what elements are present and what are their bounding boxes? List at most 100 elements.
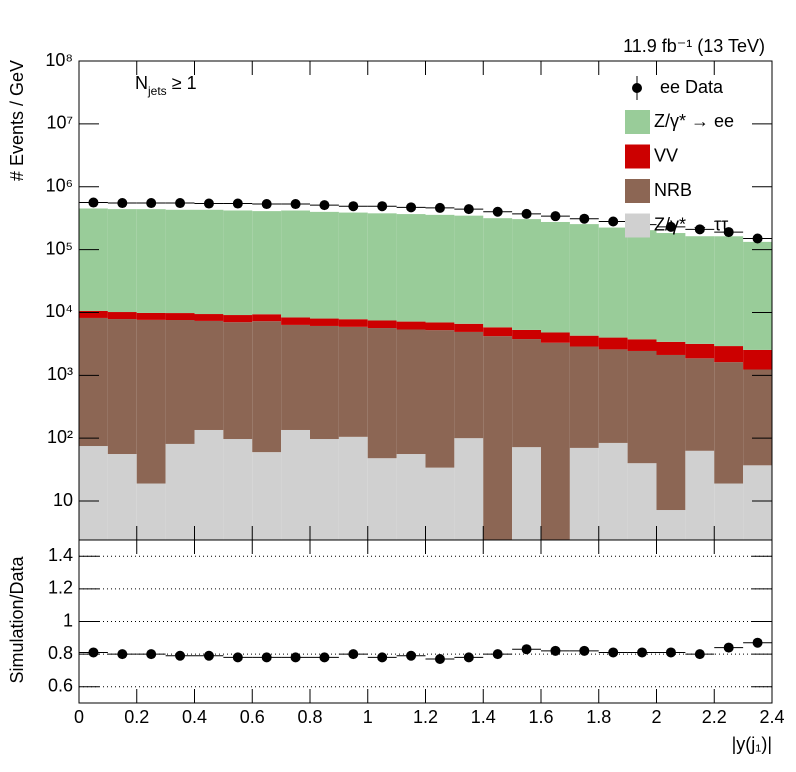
stack-bar bbox=[396, 214, 426, 322]
stack-bar bbox=[252, 452, 282, 540]
stack-bar bbox=[714, 346, 744, 363]
data-point bbox=[463, 204, 474, 215]
legend-label: VV bbox=[654, 145, 678, 165]
stack-bar bbox=[685, 358, 715, 451]
annotation-base: N bbox=[135, 73, 148, 93]
legend-label: Z/γ* → ττ bbox=[654, 214, 728, 234]
data-point bbox=[348, 201, 359, 212]
stack-bar bbox=[79, 208, 108, 311]
stack-bar bbox=[483, 327, 513, 337]
stack-bar bbox=[223, 322, 253, 440]
y-tick-label: 1.4 bbox=[48, 545, 73, 565]
stack-bar bbox=[281, 317, 310, 325]
x-tick-label: 0.6 bbox=[240, 707, 265, 727]
stack-bar bbox=[252, 321, 282, 453]
x-tick-label: 1.6 bbox=[528, 707, 553, 727]
stack-bar bbox=[569, 346, 599, 448]
stack-bar bbox=[367, 320, 397, 329]
stack-bar bbox=[79, 446, 108, 540]
stack-bar bbox=[541, 342, 570, 540]
stack-bar bbox=[714, 362, 744, 484]
stack-bar bbox=[627, 350, 657, 464]
y-tick-label: 1 bbox=[63, 610, 73, 630]
stack-bar bbox=[454, 438, 484, 540]
ratio-point bbox=[694, 649, 705, 660]
data-point bbox=[665, 221, 676, 232]
stack-bar bbox=[425, 322, 455, 331]
stack-bar bbox=[107, 209, 137, 313]
stack-bar bbox=[483, 336, 513, 540]
ratio-point bbox=[319, 652, 330, 663]
stack-bar bbox=[425, 467, 455, 540]
stack-bar bbox=[569, 335, 599, 347]
stack-bar bbox=[367, 213, 397, 321]
ratio-point bbox=[521, 644, 532, 655]
annotation-subscript: jets bbox=[147, 84, 167, 98]
data-point bbox=[723, 227, 734, 238]
stack-bar bbox=[79, 310, 108, 318]
stack-bar bbox=[281, 324, 310, 430]
y-tick-label: 10² bbox=[47, 427, 73, 447]
stack-bar bbox=[165, 209, 195, 314]
x-axis-title: |y(j₁)| bbox=[732, 734, 772, 754]
stack-bar bbox=[338, 326, 368, 437]
ratio-point bbox=[406, 650, 417, 661]
stack-bar bbox=[252, 211, 282, 315]
ratio-point bbox=[723, 642, 734, 653]
stack-bar bbox=[627, 230, 657, 340]
ratio-point bbox=[752, 637, 763, 648]
ratio-y-axis-title: Simulation/Data bbox=[7, 555, 27, 683]
data-point bbox=[608, 216, 619, 227]
stack-bar bbox=[165, 443, 195, 540]
y-tick-label: 10⁶ bbox=[46, 175, 73, 195]
data-point bbox=[175, 198, 186, 209]
x-tick-label: 0 bbox=[74, 707, 84, 727]
stack-bar bbox=[598, 349, 628, 443]
ratio-point bbox=[492, 649, 503, 660]
stack-bar bbox=[281, 429, 310, 540]
ratio-point bbox=[434, 653, 445, 664]
stack-bar bbox=[107, 454, 137, 540]
stack-bar bbox=[136, 312, 166, 320]
stack-bar bbox=[396, 454, 426, 540]
stack-bar bbox=[598, 227, 628, 338]
data-point bbox=[521, 208, 532, 219]
stack-bar bbox=[136, 209, 166, 313]
data-point bbox=[550, 211, 561, 222]
y-tick-label: 0.6 bbox=[48, 675, 73, 695]
y-tick-label: 10³ bbox=[47, 364, 73, 384]
y-tick-label: 1.2 bbox=[48, 578, 73, 598]
x-tick-label: 1.8 bbox=[586, 707, 611, 727]
y-tick-label: 0.8 bbox=[48, 643, 73, 663]
stack-bar bbox=[223, 439, 253, 540]
stack-bar bbox=[310, 211, 339, 319]
x-tick-label: 1.4 bbox=[471, 707, 496, 727]
stack-bar bbox=[165, 320, 195, 444]
ratio-point bbox=[348, 649, 359, 660]
stack-bar bbox=[107, 312, 137, 320]
stack-bar bbox=[685, 450, 715, 540]
stack-bar bbox=[512, 339, 541, 448]
legend-label: ee Data bbox=[660, 77, 724, 97]
ratio-point bbox=[665, 647, 676, 658]
stack-bar bbox=[252, 314, 282, 322]
stack-bar bbox=[598, 337, 628, 350]
stack-bar bbox=[281, 210, 310, 318]
data-point bbox=[232, 198, 243, 209]
stack-bar bbox=[512, 447, 541, 540]
ratio-point bbox=[203, 650, 214, 661]
legend-marker bbox=[632, 83, 642, 93]
data-point bbox=[319, 200, 330, 211]
data-point bbox=[146, 198, 157, 209]
x-tick-label: 1.2 bbox=[413, 707, 438, 727]
x-tick-label: 2.2 bbox=[702, 707, 727, 727]
ratio-point bbox=[608, 647, 619, 658]
stack-bar bbox=[425, 214, 455, 323]
stack-bar bbox=[367, 328, 397, 459]
x-tick-label: 0.2 bbox=[124, 707, 149, 727]
x-tick-label: 0.8 bbox=[297, 707, 322, 727]
stack-bar bbox=[541, 221, 570, 333]
stack-bar bbox=[627, 339, 657, 351]
stack-bar bbox=[310, 439, 339, 540]
stack-bar bbox=[512, 329, 541, 340]
